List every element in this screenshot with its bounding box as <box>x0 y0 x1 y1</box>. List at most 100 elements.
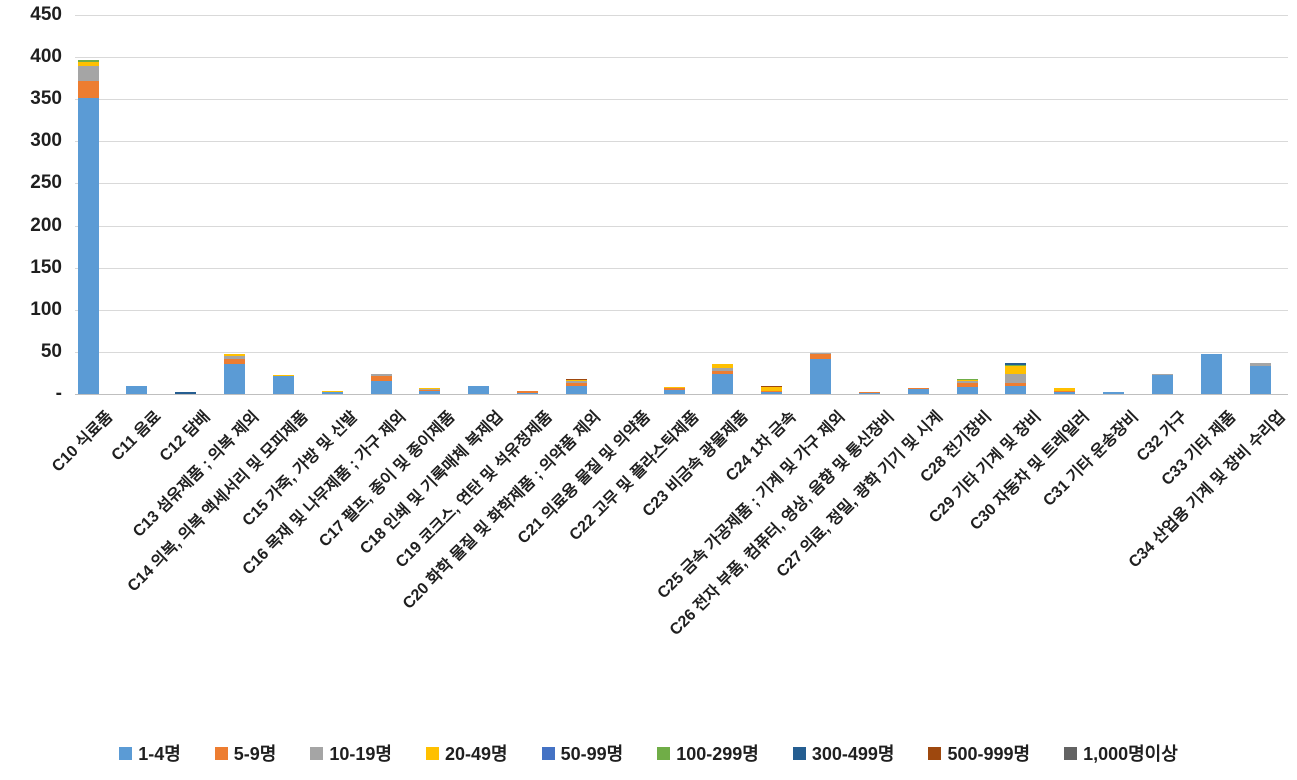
gridline <box>75 351 1288 353</box>
bar-segment <box>1054 391 1076 394</box>
gridline <box>75 225 1288 227</box>
bar-segment <box>224 359 245 364</box>
bar-segment <box>956 381 978 384</box>
legend-swatch-icon <box>1064 746 1078 760</box>
bar-segment <box>1103 392 1124 394</box>
bar-segment <box>321 392 343 394</box>
legend-item: 100-299명 <box>657 740 759 766</box>
bar-segment <box>77 80 99 98</box>
y-axis-tick: 300 <box>30 130 62 152</box>
y-axis-tick: 100 <box>30 298 62 320</box>
bar-segment <box>907 388 929 394</box>
legend-item: 50-99명 <box>541 740 624 766</box>
bar-segment <box>761 385 783 387</box>
y-axis-tick: 200 <box>30 214 62 236</box>
legend-label: 50-99명 <box>560 744 624 764</box>
legend-swatch-icon <box>119 746 133 760</box>
legend-item: 5-9명 <box>214 740 277 766</box>
bar-segment <box>712 367 734 372</box>
legend-swatch-icon <box>541 746 555 760</box>
bar-segment <box>858 392 880 394</box>
legend-label: 5-9명 <box>233 744 277 764</box>
legend-item: 300-499명 <box>792 740 895 766</box>
bar-segment <box>1054 388 1076 391</box>
legend-label: 100-299명 <box>676 744 759 764</box>
bar-segment <box>1005 373 1027 384</box>
bar-segment <box>1249 366 1271 394</box>
legend-label: 10-19명 <box>329 744 392 764</box>
bar-segment <box>565 385 587 394</box>
gridline <box>75 15 1288 16</box>
bar-segment <box>1005 362 1027 365</box>
y-axis-tick: 250 <box>30 172 62 194</box>
legend-swatch-icon <box>792 746 806 760</box>
bar-segment <box>1200 353 1222 394</box>
gridline <box>75 57 1288 59</box>
legend-label: 1-4명 <box>138 744 181 764</box>
bar-segment <box>77 62 99 67</box>
bar-segment <box>419 388 441 390</box>
bar-segment <box>77 66 99 81</box>
bar-segment <box>810 358 831 394</box>
bar-segment <box>224 363 245 394</box>
legend-item: 1-4명 <box>119 740 181 766</box>
bar-segment <box>1054 390 1076 392</box>
bar-segment <box>810 353 831 359</box>
bar-segment <box>712 363 734 368</box>
legend-swatch-icon <box>214 746 228 760</box>
legend-item: 1,000명이상 <box>1064 740 1178 766</box>
y-axis-tick: 50 <box>40 340 62 362</box>
bar-segment <box>712 373 734 394</box>
bar-segment <box>858 393 880 394</box>
gridline <box>75 309 1288 311</box>
y-axis-tick: 150 <box>30 256 62 278</box>
bar-segment <box>565 379 587 382</box>
bar-segment <box>565 383 587 386</box>
gridline <box>75 267 1288 269</box>
y-axis-tick: 350 <box>30 88 62 110</box>
bar-segment <box>565 378 587 380</box>
bar-segment <box>272 376 294 394</box>
bar-segment <box>1005 366 1027 374</box>
bar-segment <box>175 392 197 394</box>
gridline <box>75 99 1288 101</box>
bar-segment <box>1005 385 1027 394</box>
bar-segment <box>1151 373 1173 376</box>
bar-segment <box>663 388 685 390</box>
bar-segment <box>419 390 441 394</box>
y-axis-tick: 450 <box>30 4 62 25</box>
bar-segment <box>224 353 245 357</box>
bar-segment <box>321 391 343 393</box>
bar-segment <box>370 373 392 377</box>
bar-segment <box>468 385 490 394</box>
bar-segment <box>1005 383 1027 386</box>
x-axis-label: C11 음료 <box>108 408 166 465</box>
x-axis-line <box>75 394 1288 395</box>
bar-segment <box>956 387 978 394</box>
bar-segment <box>1005 364 1027 367</box>
gridline <box>75 183 1288 185</box>
bar-segment <box>761 392 783 394</box>
bar-segment <box>956 379 978 382</box>
bar-segment <box>224 356 245 360</box>
bar-segment <box>1151 375 1173 394</box>
legend-label: 500-999명 <box>947 744 1031 764</box>
bar-segment <box>663 389 685 394</box>
legend-item: 500-999명 <box>928 740 1030 766</box>
legend-label: 20-49명 <box>444 744 508 764</box>
legend-item: 10-19명 <box>310 740 392 766</box>
bar-segment <box>907 388 929 389</box>
x-axis-label: C10 식료품 <box>49 408 117 476</box>
legend-label: 300-499명 <box>811 744 895 764</box>
bar-segment <box>712 371 734 374</box>
bar-segment <box>517 393 538 394</box>
gridline <box>75 141 1288 143</box>
bar-segment <box>810 352 831 354</box>
bar-segment <box>321 390 343 392</box>
bar-segment <box>419 389 441 391</box>
bar-segment <box>1249 362 1271 367</box>
bar-segment <box>761 386 783 392</box>
bar-segment <box>370 376 392 382</box>
bar-segment <box>77 97 99 394</box>
